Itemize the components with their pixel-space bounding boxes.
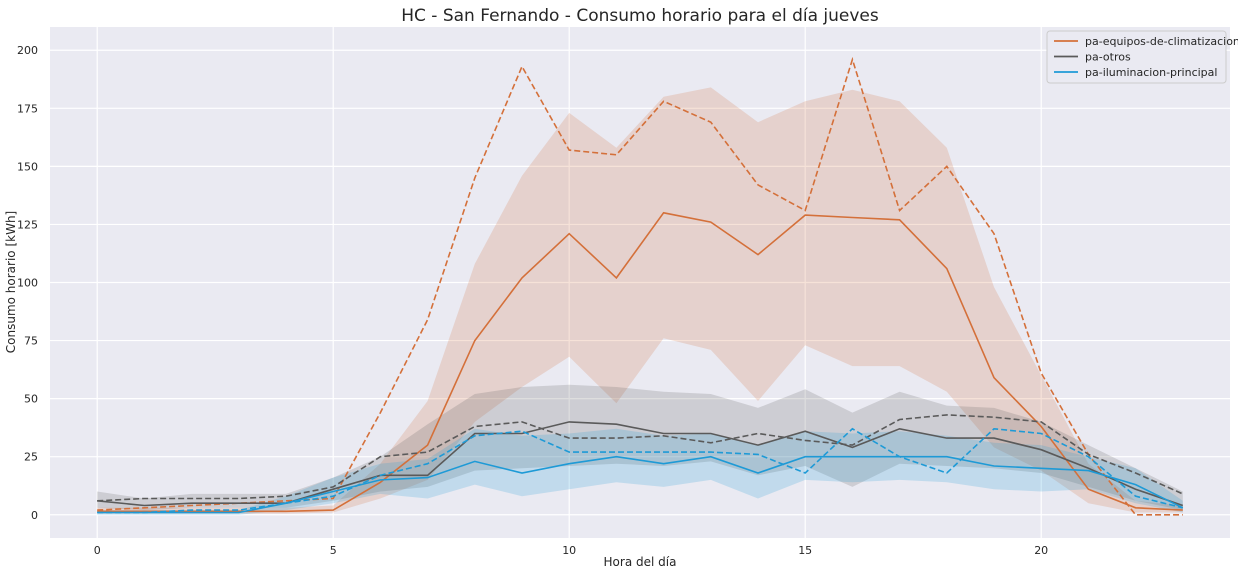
y-tick-label: 25 <box>24 451 38 464</box>
y-tick-label: 50 <box>24 393 38 406</box>
x-tick-label: 20 <box>1034 544 1048 557</box>
y-tick-label: 200 <box>17 44 38 57</box>
dashed-line-pa-otros <box>97 414 1184 502</box>
legend: pa-equipos-de-climatizacion pa-otros pa-il… <box>1046 30 1238 84</box>
x-tick-label: 15 <box>798 544 812 557</box>
grid-lines <box>50 27 1230 538</box>
chart-title: HC - San Fernando - Consumo horario para… <box>401 6 879 26</box>
band-pa-equipos-de-climatizacion <box>97 87 1183 514</box>
y-tick-label: 0 <box>31 509 38 522</box>
x-tick-label: 5 <box>330 544 337 557</box>
y-tick-label: 150 <box>17 160 38 173</box>
dashed-line-pa-equipos-de-climatizacion <box>97 56 1183 516</box>
legend-label: pa-iluminacion-principal <box>1085 66 1217 79</box>
series-lines <box>97 56 1184 516</box>
legend-label: pa-otros <box>1085 51 1131 64</box>
y-tick-label: 100 <box>17 277 38 290</box>
x-tick-labels: 0 5 10 15 20 <box>94 544 1048 557</box>
y-tick-labels: 0 25 50 75 100 125 150 175 200 <box>17 44 38 522</box>
line-pa-otros <box>97 421 1184 507</box>
x-axis-label: Hora del día <box>604 555 677 569</box>
y-tick-label: 125 <box>17 218 38 231</box>
x-tick-label: 0 <box>94 544 101 557</box>
line-pa-iluminacion-principal <box>97 455 1184 514</box>
legend-box <box>1046 30 1227 84</box>
y-tick-label: 175 <box>17 102 38 115</box>
line-pa-equipos-de-climatizacion <box>97 211 1183 513</box>
x-tick-label: 10 <box>562 544 576 557</box>
legend-label: pa-equipos-de-climatizacion <box>1085 35 1238 48</box>
band-pa-iluminacion-principal <box>97 428 1183 515</box>
y-tick-label: 75 <box>24 335 38 348</box>
y-axis-label: Consumo horario [kWh] <box>4 211 18 353</box>
